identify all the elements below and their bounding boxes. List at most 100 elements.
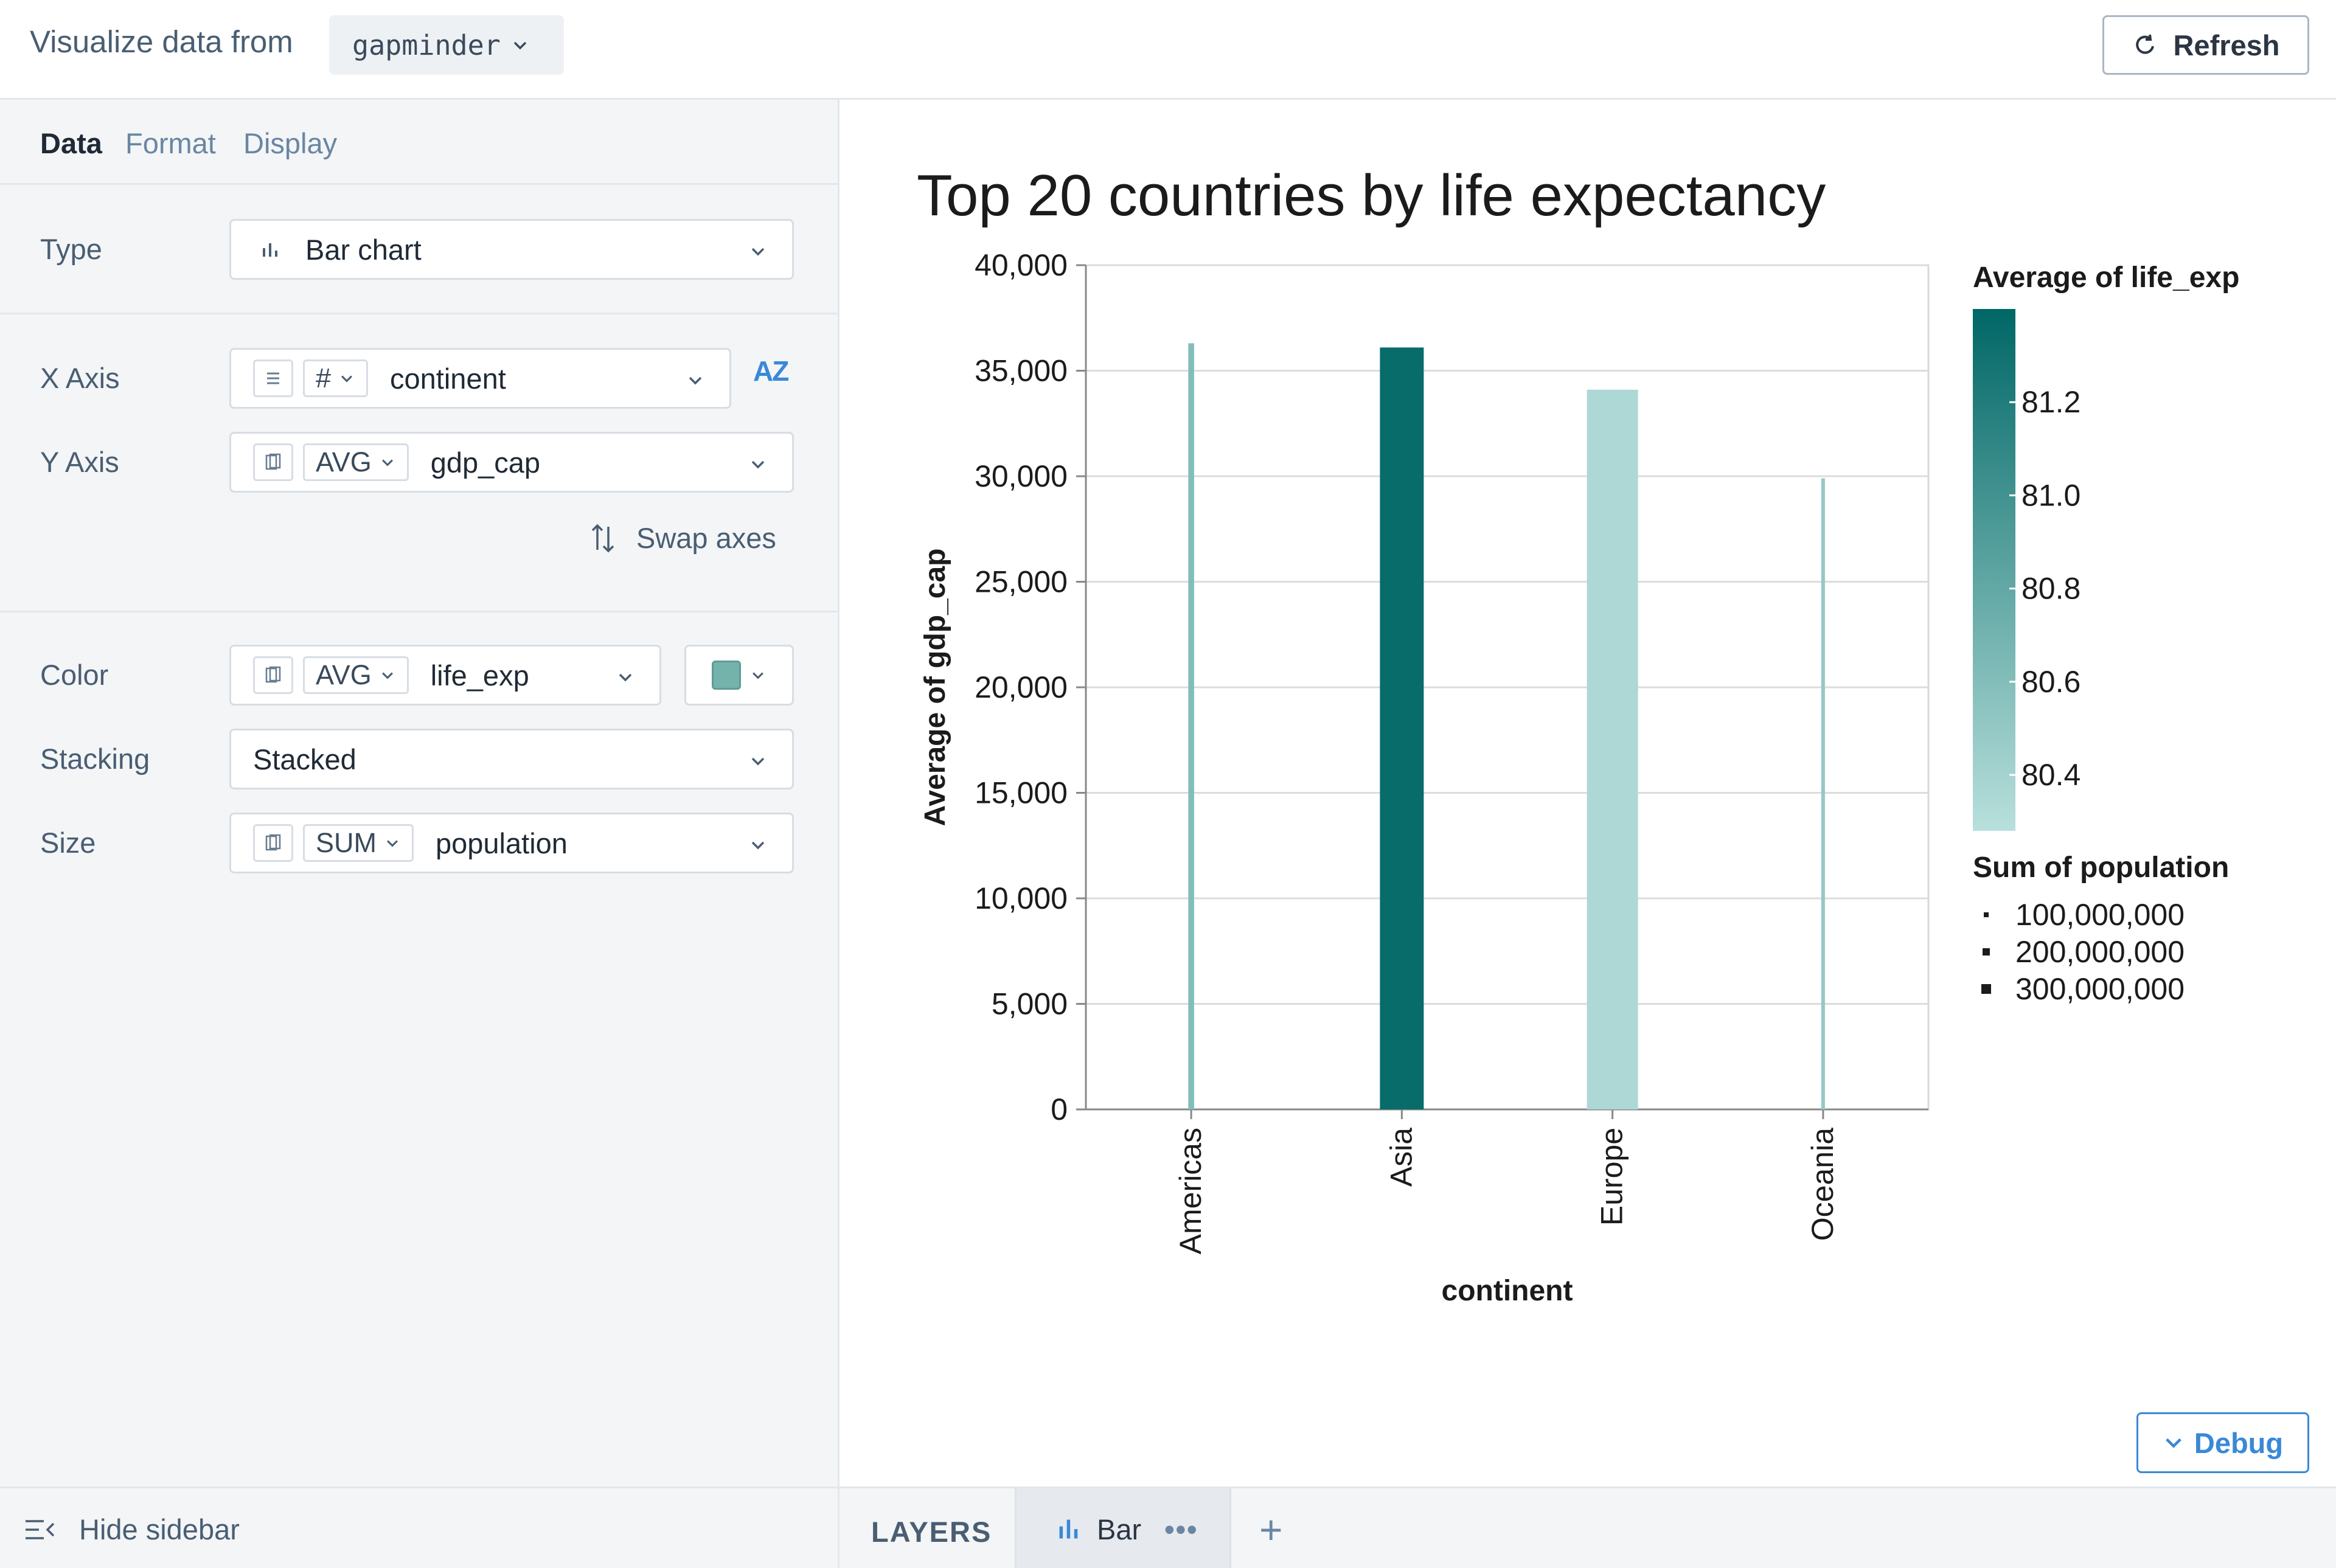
- x-tick-label: Americas: [1173, 1128, 1208, 1254]
- list-icon[interactable]: [253, 359, 293, 397]
- size-legend-marker: [1983, 948, 1990, 956]
- y-axis-field-name: gdp_cap: [430, 446, 541, 479]
- size-field[interactable]: SUM population: [229, 813, 794, 873]
- bar-chart-icon: [263, 243, 277, 257]
- chart-grid: [1085, 264, 1930, 1111]
- chevron-down-icon: [381, 672, 393, 679]
- sidebar: Data Format Display Type Bar chart X Axi…: [0, 100, 839, 1486]
- y-axis-agg-select[interactable]: AVG: [303, 443, 409, 481]
- layer-tab-bar[interactable]: Bar •••: [1015, 1488, 1231, 1568]
- chevron-down-icon: [689, 376, 702, 385]
- x-axis-title: continent: [1442, 1275, 1573, 1307]
- chevron-down-icon: [753, 672, 763, 679]
- stacking-label: Stacking: [40, 743, 150, 775]
- data-source-select[interactable]: gapminder: [329, 15, 564, 75]
- color-field[interactable]: AVG life_exp: [229, 645, 661, 706]
- size-label: Size: [40, 827, 96, 859]
- x-axis-field[interactable]: # continent: [229, 348, 731, 409]
- color-legend-label: 80.8: [2021, 572, 2080, 606]
- hide-sidebar-button[interactable]: Hide sidebar: [23, 1513, 240, 1546]
- x-axis-agg-value: #: [316, 363, 332, 394]
- color-legend-bar: [1973, 309, 2015, 831]
- y-tick-label: 40,000: [975, 248, 1068, 282]
- size-legend-label: 200,000,000: [2015, 935, 2185, 969]
- refresh-button[interactable]: Refresh: [2102, 15, 2309, 75]
- chevron-down-icon: [619, 673, 632, 682]
- refresh-label: Refresh: [2173, 29, 2280, 61]
- y-axis-agg-value: AVG: [316, 446, 372, 477]
- tab-format[interactable]: Format: [125, 127, 216, 159]
- chevron-down-icon: [341, 375, 352, 383]
- bar: [1188, 343, 1194, 1109]
- y-tick-label: 5,000: [992, 987, 1068, 1021]
- size-agg-value: SUM: [316, 827, 377, 858]
- chevron-down-icon: [751, 460, 765, 469]
- hide-sidebar-label: Hide sidebar: [79, 1513, 240, 1545]
- y-tick-label: 35,000: [975, 354, 1068, 388]
- color-swatch: [712, 661, 741, 690]
- chevron-down-icon: [513, 41, 527, 50]
- color-agg-value: AVG: [316, 659, 372, 690]
- debug-label: Debug: [2194, 1426, 2284, 1459]
- add-layer-button[interactable]: +: [1259, 1507, 1283, 1552]
- chevron-down-icon: [751, 757, 765, 766]
- chevron-down-icon: [387, 840, 398, 847]
- color-field-name: life_exp: [430, 659, 529, 692]
- y-tick-label: 15,000: [975, 776, 1068, 810]
- x-tick-label: Asia: [1384, 1128, 1418, 1187]
- color-label: Color: [40, 659, 109, 691]
- x-tick-label: Europe: [1595, 1128, 1629, 1226]
- chevron-down-icon: [2166, 1438, 2181, 1448]
- layers-label: LAYERS: [871, 1516, 992, 1548]
- color-legend-label: 80.6: [2021, 665, 2080, 699]
- color-legend-label: 81.0: [2021, 478, 2080, 512]
- size-legend-label: 300,000,000: [2015, 972, 2185, 1006]
- x-tick-label: Oceania: [1806, 1128, 1840, 1241]
- bar: [1821, 478, 1825, 1109]
- type-label: Type: [40, 233, 102, 265]
- tab-data[interactable]: Data: [40, 127, 102, 159]
- tab-display[interactable]: Display: [243, 127, 338, 159]
- more-options-icon[interactable]: •••: [1164, 1513, 1198, 1545]
- divider: [838, 1488, 839, 1568]
- chart-type-value: Bar chart: [305, 233, 422, 266]
- number-field-icon[interactable]: [253, 824, 293, 862]
- debug-button[interactable]: Debug: [2136, 1412, 2309, 1473]
- y-tick-label: 25,000: [975, 565, 1068, 599]
- data-source-value: gapminder: [352, 29, 501, 61]
- divider: [0, 313, 839, 314]
- color-legend-label: 81.2: [2021, 385, 2080, 419]
- source-label: Visualize data from: [30, 24, 293, 59]
- size-field-name: population: [436, 827, 568, 859]
- bar: [1380, 347, 1424, 1109]
- refresh-icon: [2136, 34, 2155, 54]
- x-axis-label: X Axis: [40, 362, 120, 394]
- layer-name: Bar: [1097, 1513, 1142, 1545]
- color-agg-select[interactable]: AVG: [303, 656, 409, 694]
- y-axis-field[interactable]: AVG gdp_cap: [229, 432, 794, 493]
- stacking-select[interactable]: Stacked: [229, 729, 794, 789]
- swap-axes-button[interactable]: Swap axes: [589, 521, 776, 555]
- bar: [1587, 389, 1638, 1109]
- color-scheme-select[interactable]: [684, 645, 794, 706]
- chart-axes: 0 5,000 10,000 15,000 20,000 25,000 30,000 35,0…: [975, 248, 1928, 1254]
- collapse-sidebar-icon: [26, 1519, 55, 1539]
- y-tick-label: 30,000: [975, 459, 1068, 493]
- x-axis-field-name: continent: [390, 362, 506, 395]
- bottom-bar: Hide sidebar LAYERS Bar ••• +: [0, 1486, 2336, 1568]
- color-legend-label: 80.4: [2021, 758, 2080, 792]
- swap-axes-label: Swap axes: [636, 521, 776, 554]
- size-legend-title: Sum of population: [1973, 852, 2229, 884]
- chart-bars: [1188, 343, 1825, 1109]
- number-field-icon[interactable]: [253, 443, 293, 481]
- size-agg-select[interactable]: SUM: [303, 824, 414, 862]
- color-legend-title: Average of life_exp: [1973, 262, 2239, 294]
- bar-chart-icon: [1059, 1519, 1078, 1539]
- y-tick-label: 0: [1051, 1092, 1068, 1126]
- number-field-icon[interactable]: [253, 656, 293, 694]
- chart-title: Top 20 countries by life expectancy: [917, 163, 1826, 228]
- chevron-down-icon: [751, 248, 765, 256]
- x-axis-agg-select[interactable]: #: [303, 359, 369, 397]
- chart-type-select[interactable]: Bar chart: [229, 219, 794, 280]
- sort-az-button[interactable]: AZ: [753, 355, 789, 387]
